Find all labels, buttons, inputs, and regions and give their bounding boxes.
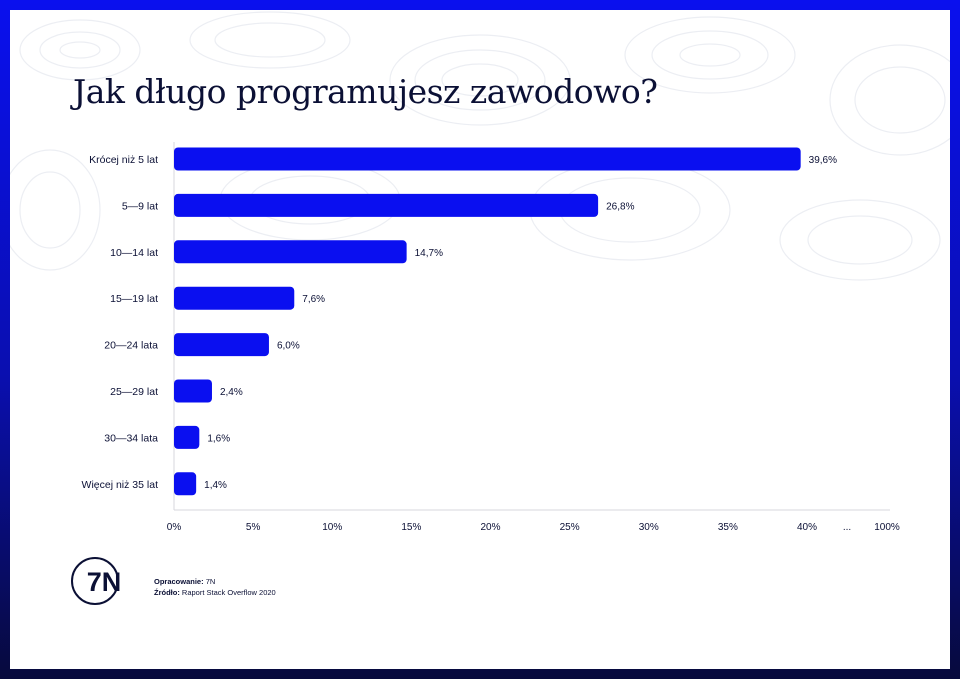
value-label: 1,6% xyxy=(207,433,230,444)
svg-text:7N: 7N xyxy=(87,567,122,597)
bar xyxy=(174,286,295,310)
category-label: 25—29 lat xyxy=(110,386,158,398)
category-label: Więcej niż 35 lat xyxy=(82,479,159,491)
bar xyxy=(174,240,407,264)
x-tick-label: 30% xyxy=(639,522,659,533)
category-label: 15—19 lat xyxy=(110,293,158,305)
x-tick-label-end: 100% xyxy=(874,522,900,533)
source-note: Opracowanie: 7N Źródło: Raport Stack Ove… xyxy=(154,576,454,598)
credit-label: Opracowanie: xyxy=(154,577,204,586)
7n-logo-icon: 7N xyxy=(71,557,122,605)
source-label: Źródło: xyxy=(154,588,180,597)
category-label: Krócej niż 5 lat xyxy=(89,154,158,166)
value-label: 7,6% xyxy=(302,294,325,305)
x-tick-label: 20% xyxy=(480,522,500,533)
infographic-card: Jak długo programujesz zawodowo? Krócej … xyxy=(10,10,950,669)
value-label: 2,4% xyxy=(220,387,243,398)
x-axis-break-label: ... xyxy=(843,522,851,533)
category-label: 20—24 lata xyxy=(104,340,158,352)
credit-value: 7N xyxy=(205,577,216,586)
x-tick-label: 15% xyxy=(401,522,421,533)
x-tick-label: 0% xyxy=(167,522,182,533)
bar xyxy=(174,333,269,357)
value-label: 1,4% xyxy=(204,480,227,491)
bar xyxy=(174,425,200,449)
x-tick-label: 35% xyxy=(718,522,738,533)
bar xyxy=(174,193,599,217)
category-label: 30—34 lata xyxy=(104,432,158,444)
category-label: 10—14 lat xyxy=(110,247,158,259)
x-tick-label: 40% xyxy=(797,522,817,533)
value-label: 39,6% xyxy=(809,155,837,166)
credit-line: Opracowanie: 7N xyxy=(154,576,454,587)
value-label: 26,8% xyxy=(606,201,634,212)
value-label: 6,0% xyxy=(277,341,300,352)
x-tick-label: 25% xyxy=(560,522,580,533)
bar xyxy=(174,472,197,496)
topographic-background-pattern xyxy=(10,11,950,281)
bar xyxy=(174,379,212,403)
chart-title: Jak długo programujesz zawodowo? xyxy=(73,72,658,111)
x-tick-label: 10% xyxy=(322,522,342,533)
source-line: Źródło: Raport Stack Overflow 2020 xyxy=(154,587,454,598)
category-label: 5—9 lat xyxy=(122,200,158,212)
value-label: 14,7% xyxy=(415,248,443,259)
source-value: Raport Stack Overflow 2020 xyxy=(181,588,276,597)
bar-chart: Krócej niż 5 lat 39,6% 5—9 lat 26,8% 10—14 l… xyxy=(82,142,900,533)
x-tick-label: 5% xyxy=(246,522,261,533)
bar xyxy=(174,147,801,171)
